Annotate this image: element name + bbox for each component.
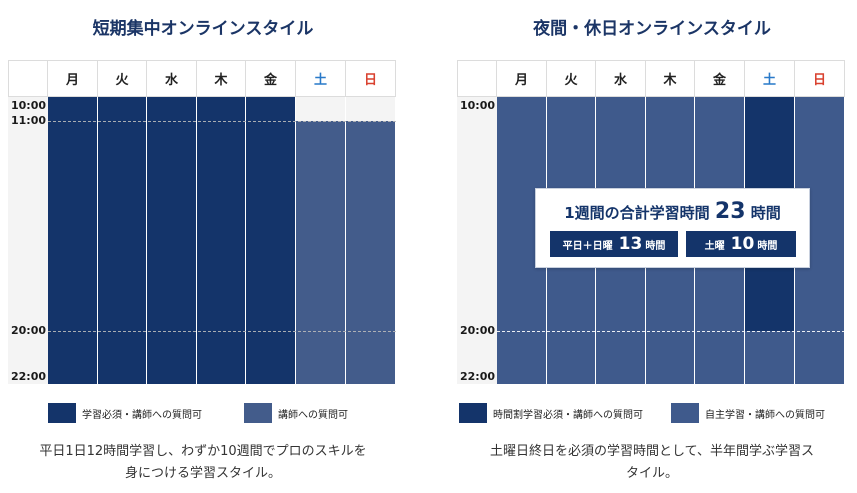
time-label-third: 20:00: [11, 324, 47, 337]
caption-line: 土曜日終日を必須の学習時間として、半年間学ぶ学習ス: [490, 444, 814, 459]
header-corner: [457, 60, 497, 97]
day-header-wed: 水: [147, 60, 197, 97]
weekly-hours-summary: 1週間の合計学習時間 23 時間 平日＋日曜 13 時間 土曜 10 時間: [535, 188, 810, 268]
panel-title: 短期集中オンラインスタイル: [92, 19, 314, 39]
day-header-tue: 火: [98, 60, 147, 97]
required-block: [147, 97, 196, 384]
self-study-block: [745, 331, 794, 384]
time-label-end: 22:00: [460, 370, 496, 383]
legend-swatch: [244, 403, 272, 423]
legend-item-question: 講師への質問可: [244, 403, 348, 423]
style-description: 平日1日12時間学習し、わずか10週間でプロのスキルを 身につける学習スタイル。: [8, 441, 398, 485]
schedule-body: 10:00 11:00 20:00 22:00: [8, 97, 396, 384]
day-header-sat: 土: [745, 60, 795, 97]
day-header-sun: 日: [795, 60, 845, 97]
saturday-hours-unit: 時間: [757, 240, 778, 252]
day-header-row: 月 火 水 木 金 土 日: [457, 60, 845, 97]
question-block: [346, 121, 395, 384]
required-block: [246, 97, 295, 384]
time-label-second: 11:00: [11, 114, 47, 127]
time-label-start: 10:00: [11, 99, 47, 112]
day-header-sun: 日: [346, 60, 396, 97]
style-description: 土曜日終日を必須の学習時間として、半年間学ぶ学習ス タイル。: [457, 441, 847, 485]
caption-line: タイル。: [625, 466, 678, 481]
short-term-style-panel: 短期集中オンラインスタイル 月 火 水 木 金 土 日 10:00 11:00 …: [8, 0, 398, 493]
question-block: [296, 121, 345, 384]
legend: 時間割学習必須・講師への質問可 自主学習・講師への質問可: [459, 403, 825, 425]
day-column-tue: [98, 97, 147, 384]
weekly-total: 1週間の合計学習時間 23 時間: [536, 199, 809, 224]
required-block: [98, 97, 146, 384]
schedule-grid: 月 火 水 木 金 土 日 10:00 20:00 22:00: [457, 60, 845, 384]
legend-label: 学習必須・講師への質問可: [82, 409, 202, 421]
weekly-total-value: 23: [714, 199, 746, 224]
day-header-wed: 水: [596, 60, 646, 97]
time-label-second: 20:00: [460, 324, 496, 337]
required-block: [197, 97, 245, 384]
weekday-hours-value: 13: [618, 234, 643, 254]
legend-swatch: [48, 403, 76, 423]
saturday-hours-label: 土曜: [704, 240, 725, 252]
day-column-sun: [346, 97, 396, 384]
legend-item-self-study: 自主学習・講師への質問可: [671, 403, 825, 423]
day-column-thu: [197, 97, 246, 384]
time-label-end: 22:00: [11, 370, 47, 383]
day-header-fri: 金: [695, 60, 745, 97]
caption-line: 身につける学習スタイル。: [124, 466, 281, 481]
legend: 学習必須・講師への質問可 講師への質問可: [48, 403, 388, 425]
day-column-fri: [246, 97, 296, 384]
saturday-hours-value: 10: [730, 234, 755, 254]
schedule-grid: 月 火 水 木 金 土 日 10:00 11:00 20:00 22:00: [8, 60, 396, 384]
day-header-sat: 土: [296, 60, 346, 97]
weekly-total-unit: 時間: [750, 204, 781, 222]
legend-label: 講師への質問可: [278, 409, 348, 421]
weekday-hours-label: 平日＋日曜: [562, 240, 613, 252]
day-header-tue: 火: [547, 60, 596, 97]
saturday-hours: 土曜 10 時間: [686, 231, 796, 257]
time-guide-line: [497, 331, 845, 332]
weekday-sunday-hours: 平日＋日曜 13 時間: [550, 231, 678, 257]
day-column-sat: [296, 97, 346, 384]
day-header-fri: 金: [246, 60, 296, 97]
day-header-mon: 月: [497, 60, 547, 97]
legend-item-required: 時間割学習必須・講師への質問可: [459, 403, 643, 423]
required-block: [48, 97, 97, 384]
night-holiday-style-panel: 夜間・休日オンラインスタイル 月 火 水 木 金 土 日 10:00 2: [457, 0, 847, 493]
day-column-mon: [48, 97, 98, 384]
legend-swatch: [459, 403, 487, 423]
header-corner: [8, 60, 48, 97]
day-header-thu: 木: [646, 60, 695, 97]
caption-line: 平日1日12時間学習し、わずか10週間でプロのスキルを: [39, 444, 367, 459]
weekly-total-label: 1週間の合計学習時間: [564, 204, 710, 222]
time-guide-line: [48, 121, 396, 122]
time-label-start: 10:00: [460, 99, 496, 112]
legend-item-required: 学習必須・講師への質問可: [48, 403, 202, 423]
day-column-wed: [147, 97, 197, 384]
panel-title: 夜間・休日オンラインスタイル: [533, 19, 771, 39]
legend-label: 自主学習・講師への質問可: [705, 409, 825, 421]
time-guide-line: [48, 331, 396, 332]
day-header-thu: 木: [197, 60, 246, 97]
day-header-row: 月 火 水 木 金 土 日: [8, 60, 396, 97]
weekday-hours-unit: 時間: [645, 240, 666, 252]
legend-swatch: [671, 403, 699, 423]
day-header-mon: 月: [48, 60, 98, 97]
legend-label: 時間割学習必須・講師への質問可: [493, 409, 643, 421]
